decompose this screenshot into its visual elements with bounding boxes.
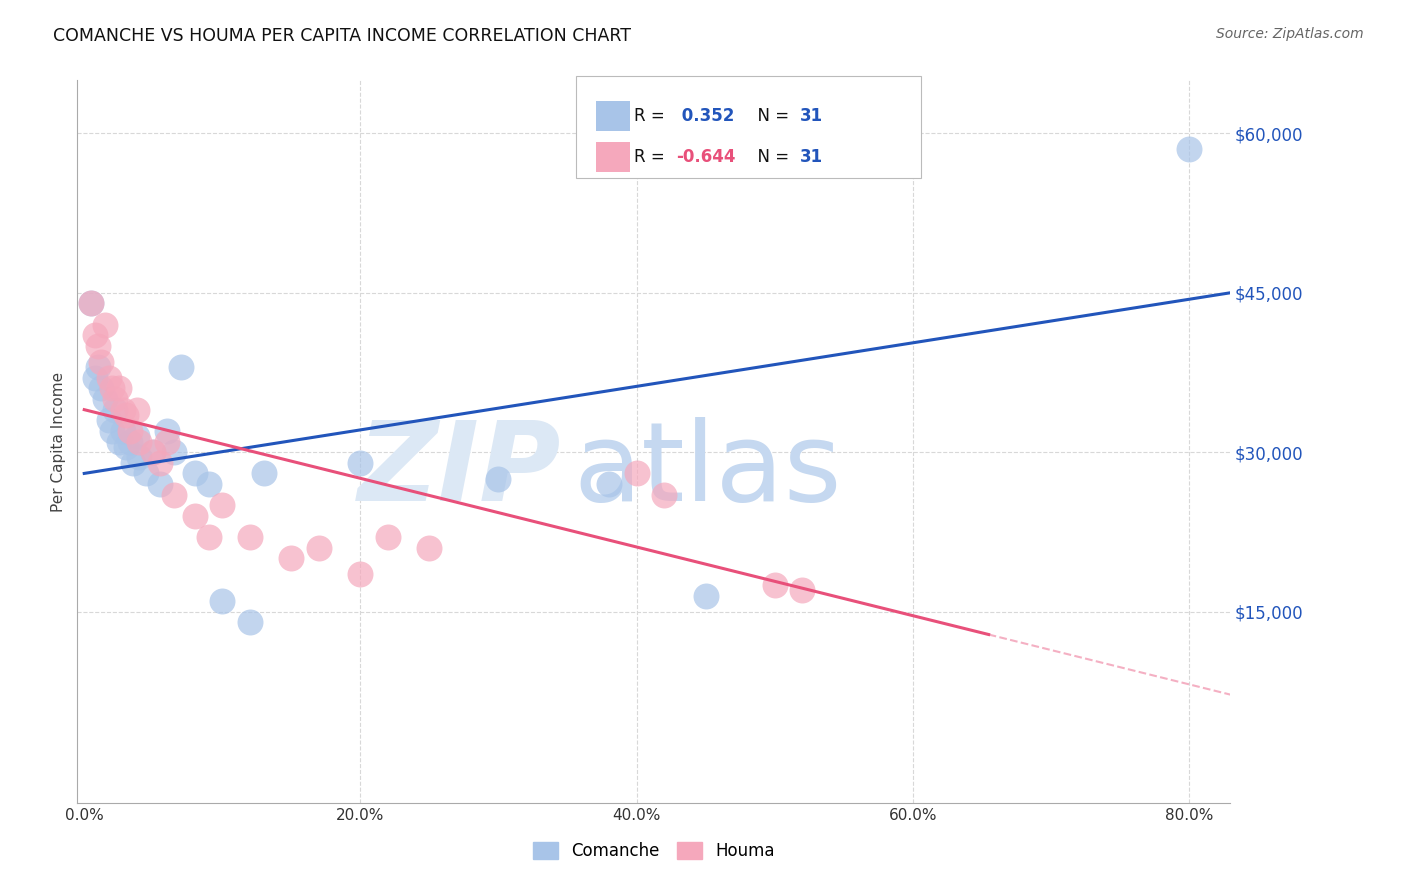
Point [239, 615, 262, 630]
Text: N =: N = [747, 107, 794, 125]
Point [183, 467, 205, 481]
Point [101, 381, 124, 395]
Point [87, 339, 110, 353]
Point [98, 413, 121, 427]
Point [101, 424, 124, 438]
Point [142, 445, 165, 459]
Point [170, 360, 193, 375]
Point [104, 402, 127, 417]
Point [349, 567, 371, 582]
Point [183, 508, 205, 523]
Text: 0.352: 0.352 [676, 107, 735, 125]
Point [142, 445, 165, 459]
Point [377, 530, 399, 544]
Point [107, 434, 129, 449]
Point [80, 296, 103, 310]
Point [763, 578, 786, 592]
Point [598, 477, 620, 491]
Point [128, 434, 150, 449]
Point [211, 594, 233, 608]
Point [349, 456, 371, 470]
Point [94, 318, 117, 332]
Text: Source: ZipAtlas.com: Source: ZipAtlas.com [1216, 27, 1364, 41]
Point [121, 456, 143, 470]
Point [87, 360, 110, 375]
Point [90, 355, 112, 369]
Point [107, 381, 129, 395]
Text: N =: N = [747, 148, 794, 166]
Text: R =: R = [634, 107, 671, 125]
Point [94, 392, 117, 406]
Point [156, 434, 179, 449]
Point [792, 583, 814, 598]
Point [211, 498, 233, 512]
Point [125, 402, 148, 417]
Text: R =: R = [634, 148, 671, 166]
Point [418, 541, 440, 555]
Point [652, 488, 675, 502]
Point [197, 477, 219, 491]
Point [114, 408, 136, 422]
Point [84, 328, 107, 343]
Point [98, 371, 121, 385]
Point [111, 402, 134, 417]
Point [163, 445, 186, 459]
Point [695, 589, 717, 603]
Legend: Comanche, Houma: Comanche, Houma [526, 835, 782, 867]
Point [125, 429, 148, 443]
Point [135, 467, 157, 481]
Point [239, 530, 262, 544]
Text: 31: 31 [800, 148, 823, 166]
Point [118, 434, 141, 449]
Text: -0.644: -0.644 [676, 148, 735, 166]
Point [156, 424, 179, 438]
Point [90, 381, 112, 395]
Text: 31: 31 [800, 107, 823, 125]
Point [280, 551, 302, 566]
Text: COMANCHE VS HOUMA PER CAPITA INCOME CORRELATION CHART: COMANCHE VS HOUMA PER CAPITA INCOME CORR… [53, 27, 631, 45]
Point [1178, 142, 1201, 156]
Point [488, 472, 510, 486]
Point [163, 488, 186, 502]
Point [104, 392, 127, 406]
Point [149, 456, 172, 470]
Point [114, 440, 136, 454]
Point [149, 477, 172, 491]
Text: ZIP: ZIP [359, 417, 561, 524]
Point [84, 371, 107, 385]
Point [626, 467, 648, 481]
Point [80, 296, 103, 310]
Point [308, 541, 330, 555]
Point [118, 424, 141, 438]
Text: atlas: atlas [574, 417, 842, 524]
Point [197, 530, 219, 544]
Point [253, 467, 276, 481]
Point [111, 424, 134, 438]
Point [128, 450, 150, 465]
Y-axis label: Per Capita Income: Per Capita Income [51, 371, 66, 512]
